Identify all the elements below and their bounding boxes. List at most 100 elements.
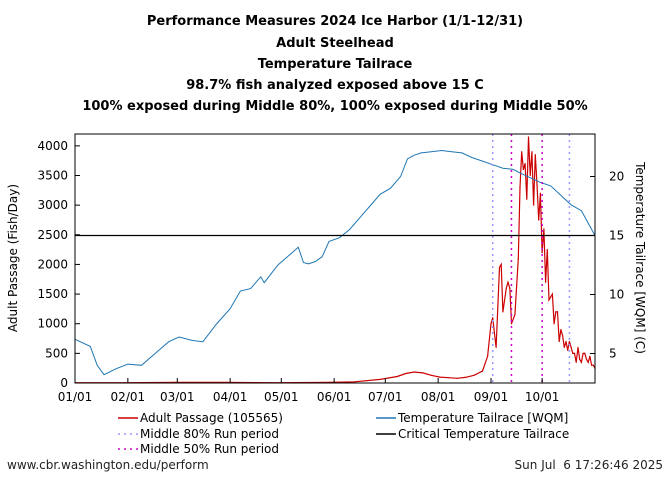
passage-point-28 xyxy=(509,287,511,289)
legend-item-critical: Critical Temperature Tailrace xyxy=(374,427,569,441)
passage-point-27 xyxy=(507,281,509,283)
passage-point-68 xyxy=(580,361,582,363)
passage-point-53 xyxy=(555,311,557,313)
passage-point-63 xyxy=(572,352,574,354)
legend-label-passage: Adult Passage (105565) xyxy=(140,411,283,425)
passage-point-18 xyxy=(481,370,484,372)
passage-point-31 xyxy=(517,257,519,260)
passage-point-52 xyxy=(553,323,555,325)
chart-subtitle-species: Adult Steelhead xyxy=(276,36,394,51)
passage-point-21 xyxy=(492,317,494,319)
footer-timestamp: Sun Jul 6 17:26:46 2025 xyxy=(514,458,663,472)
legend-label-mid50: Middle 50% Run period xyxy=(140,442,279,456)
passage-point-20 xyxy=(490,323,492,325)
x-tick-label-7: 08/01 xyxy=(421,390,456,404)
passage-point-64 xyxy=(573,352,576,354)
passage-point-65 xyxy=(575,361,577,363)
passage-point-56 xyxy=(560,329,562,331)
passage-point-41 xyxy=(534,154,536,156)
series-line-passage xyxy=(75,136,596,384)
legend-item-mid50: Middle 50% Run period xyxy=(116,442,279,456)
passage-point-38 xyxy=(529,174,531,177)
y-right-tick-label-3: 20 xyxy=(609,169,624,183)
passage-point-62 xyxy=(570,346,572,349)
passage-point-19 xyxy=(486,355,489,357)
legend-swatch-critical xyxy=(376,433,396,435)
passage-point-73 xyxy=(589,355,591,357)
passage-point-16 xyxy=(464,376,467,378)
x-tick-label-8: 09/01 xyxy=(474,390,509,404)
axes: 0 500 1000 1500 2000 2500 3000 3500 4000 5 10 15 20 0… xyxy=(37,133,624,404)
y-axis-left-label: Adult Passage (Fish/Day) xyxy=(6,183,20,333)
passage-point-54 xyxy=(556,311,559,313)
passage-point-8 xyxy=(396,375,398,378)
x-tick-label-2: 03/01 xyxy=(160,390,195,404)
chart-subtitle-middle-exposure: 100% exposed during Middle 80%, 100% exp… xyxy=(82,99,588,114)
passage-point-26 xyxy=(505,287,507,289)
legend-label-temperature: Temperature Tailrace [WQM] xyxy=(398,411,569,425)
y-axis-right-label: Temperature Tailrace [WQM] (C) xyxy=(633,162,647,354)
y-left-tick-label-3: 1500 xyxy=(37,287,68,301)
footer-source-link[interactable]: www.cbr.washington.edu/perform xyxy=(7,458,209,472)
passage-point-71 xyxy=(585,358,588,360)
chart-title: Performance Measures 2024 Ice Harbor (1/… xyxy=(146,14,524,29)
passage-point-51 xyxy=(551,293,553,295)
legend-swatch-passage xyxy=(118,417,138,419)
passage-point-58 xyxy=(563,346,565,349)
legend-swatch-mid80 xyxy=(118,433,138,435)
legend-swatch-temperature xyxy=(376,417,396,419)
passage-point-39 xyxy=(531,151,533,153)
passage-point-48 xyxy=(546,249,548,251)
passage-point-29 xyxy=(510,323,513,325)
passage-point-70 xyxy=(584,352,586,354)
passage-point-69 xyxy=(582,352,584,354)
passage-point-75 xyxy=(592,364,594,366)
passage-point-55 xyxy=(558,340,560,343)
legend-swatch-mid50 xyxy=(118,448,138,450)
passage-point-42 xyxy=(536,183,538,185)
y-left-tick-label-5: 2500 xyxy=(37,228,68,242)
passage-point-33 xyxy=(521,151,523,153)
passage-point-57 xyxy=(562,334,564,337)
passage-point-34 xyxy=(522,168,524,171)
y-left-tick-label-4: 2000 xyxy=(37,257,68,271)
passage-point-46 xyxy=(543,228,545,230)
passage-point-15 xyxy=(456,377,458,379)
passage-point-7 xyxy=(379,378,381,381)
plot-marks xyxy=(74,134,596,384)
passage-point-59 xyxy=(565,340,567,343)
legend-item-passage: Adult Passage (105565) xyxy=(116,411,283,425)
passage-point-61 xyxy=(568,340,571,343)
passage-point-24 xyxy=(500,263,502,266)
passage-point-44 xyxy=(539,192,542,194)
passage-point-50 xyxy=(550,296,552,298)
y-left-tick-label-2: 1000 xyxy=(37,317,68,331)
passage-point-35 xyxy=(524,163,526,165)
x-tick-label-1: 02/01 xyxy=(111,390,146,404)
passage-point-37 xyxy=(527,136,530,138)
passage-point-14 xyxy=(447,377,449,379)
x-tick-label-3: 04/01 xyxy=(213,390,248,404)
passage-point-30 xyxy=(514,314,516,316)
passage-point-43 xyxy=(538,219,540,221)
x-tick-label-4: 05/01 xyxy=(264,390,299,404)
plot-frame xyxy=(74,133,596,384)
passage-point-32 xyxy=(519,186,521,188)
legend-label-mid80: Middle 80% Run period xyxy=(140,427,279,441)
chart-subtitle-measure: Temperature Tailrace xyxy=(257,57,413,72)
passage-point-67 xyxy=(579,358,581,360)
passage-point-47 xyxy=(544,281,547,283)
passage-point-66 xyxy=(577,346,579,349)
chart-subtitle-exposure: 98.7% fish analyzed exposed above 15 C xyxy=(186,78,484,93)
passage-point-13 xyxy=(439,376,441,378)
x-tick-label-0: 01/01 xyxy=(58,390,93,404)
y-right-tick-label-2: 15 xyxy=(609,228,624,242)
passage-point-49 xyxy=(548,299,550,301)
passage-point-40 xyxy=(533,204,535,206)
passage-point-6 xyxy=(354,381,356,383)
passage-point-9 xyxy=(405,372,407,375)
y-right-tick-label-1: 10 xyxy=(609,287,624,301)
passage-point-36 xyxy=(526,198,528,200)
passage-point-72 xyxy=(587,361,589,363)
y-left-tick-label-1: 500 xyxy=(45,346,68,360)
